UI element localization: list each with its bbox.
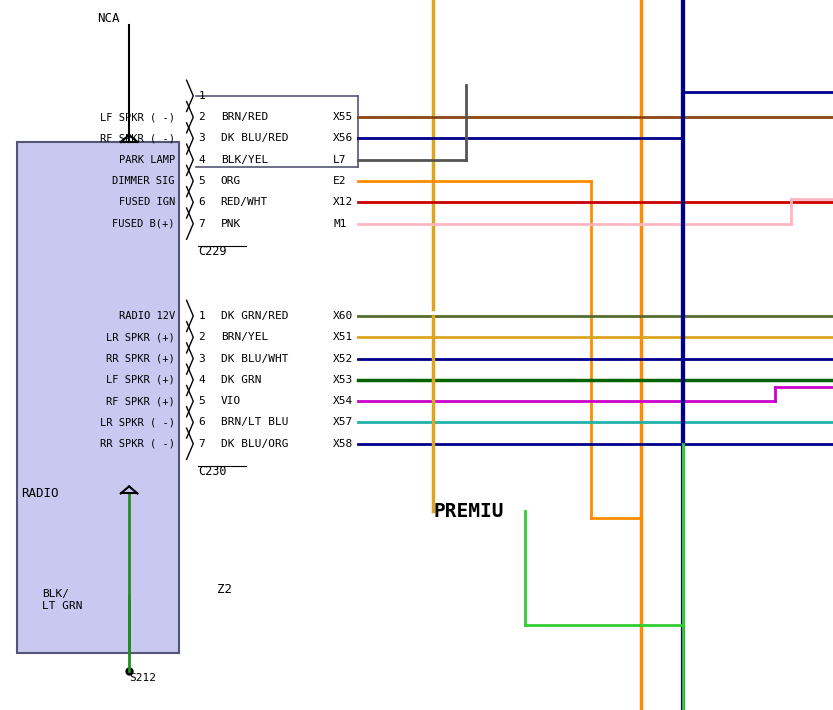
Text: 4: 4 <box>198 155 205 165</box>
Text: 3: 3 <box>198 354 205 364</box>
Text: RF SPKR (+): RF SPKR (+) <box>106 396 175 406</box>
Text: DK GRN: DK GRN <box>221 375 262 385</box>
Text: S212: S212 <box>129 673 156 683</box>
Text: LR SPKR (+): LR SPKR (+) <box>106 332 175 342</box>
Text: BRN/RED: BRN/RED <box>221 112 268 122</box>
Text: E2: E2 <box>333 176 347 186</box>
Text: 4: 4 <box>198 375 205 385</box>
Text: X57: X57 <box>333 417 353 427</box>
Text: C230: C230 <box>198 465 227 478</box>
Text: PNK: PNK <box>221 219 241 229</box>
Text: RED/WHT: RED/WHT <box>221 197 268 207</box>
Text: X12: X12 <box>333 197 353 207</box>
Text: BRN/LT BLU: BRN/LT BLU <box>221 417 288 427</box>
Text: DK GRN/RED: DK GRN/RED <box>221 311 288 321</box>
Text: DK BLU/WHT: DK BLU/WHT <box>221 354 288 364</box>
Text: 6: 6 <box>198 197 205 207</box>
Text: DK BLU/ORG: DK BLU/ORG <box>221 439 288 449</box>
Text: X52: X52 <box>333 354 353 364</box>
Text: X55: X55 <box>333 112 353 122</box>
Text: X58: X58 <box>333 439 353 449</box>
Text: RR SPKR ( -): RR SPKR ( -) <box>100 439 175 449</box>
Text: RADIO: RADIO <box>21 487 58 500</box>
Text: RF SPKR ( -): RF SPKR ( -) <box>100 133 175 143</box>
Text: PARK LAMP: PARK LAMP <box>118 155 175 165</box>
Text: VIO: VIO <box>221 396 241 406</box>
Text: DK BLU/RED: DK BLU/RED <box>221 133 288 143</box>
Text: 6: 6 <box>198 417 205 427</box>
Text: BRN/YEL: BRN/YEL <box>221 332 268 342</box>
Text: RADIO 12V: RADIO 12V <box>118 311 175 321</box>
Text: LF SPKR (+): LF SPKR (+) <box>106 375 175 385</box>
Text: M1: M1 <box>333 219 347 229</box>
Text: LR SPKR ( -): LR SPKR ( -) <box>100 417 175 427</box>
Text: 1: 1 <box>198 91 205 101</box>
Text: 5: 5 <box>198 176 205 186</box>
Text: PREMIU: PREMIU <box>433 502 504 520</box>
Text: 7: 7 <box>198 439 205 449</box>
Text: X60: X60 <box>333 311 353 321</box>
Text: LF SPKR ( -): LF SPKR ( -) <box>100 112 175 122</box>
Text: X53: X53 <box>333 375 353 385</box>
Text: L7: L7 <box>333 155 347 165</box>
Text: 2: 2 <box>198 112 205 122</box>
Text: 5: 5 <box>198 396 205 406</box>
Text: 3: 3 <box>198 133 205 143</box>
Text: RR SPKR (+): RR SPKR (+) <box>106 354 175 364</box>
Text: DIMMER SIG: DIMMER SIG <box>112 176 175 186</box>
Text: X56: X56 <box>333 133 353 143</box>
Text: 2: 2 <box>198 332 205 342</box>
FancyBboxPatch shape <box>17 142 179 653</box>
Text: 1: 1 <box>198 311 205 321</box>
Text: X54: X54 <box>333 396 353 406</box>
Text: NCA: NCA <box>97 12 120 25</box>
Text: BLK/YEL: BLK/YEL <box>221 155 268 165</box>
Text: 7: 7 <box>198 219 205 229</box>
Text: C229: C229 <box>198 245 227 258</box>
Text: ORG: ORG <box>221 176 241 186</box>
Text: Z2: Z2 <box>217 583 232 596</box>
Text: FUSED B(+): FUSED B(+) <box>112 219 175 229</box>
Text: FUSED IGN: FUSED IGN <box>118 197 175 207</box>
Text: BLK/
LT GRN: BLK/ LT GRN <box>42 589 82 611</box>
Text: X51: X51 <box>333 332 353 342</box>
